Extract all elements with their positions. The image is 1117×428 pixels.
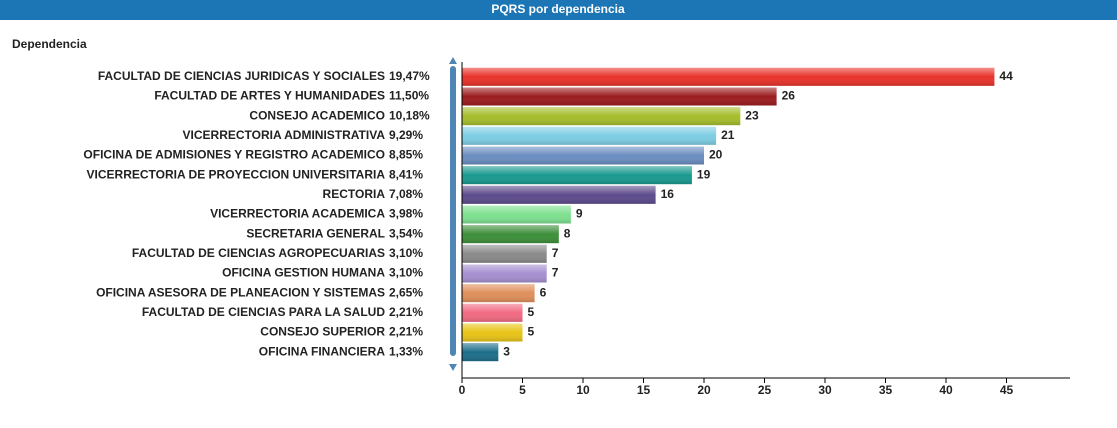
x-tick-label: 0 (459, 383, 466, 397)
percent-label: 7,08% (389, 187, 423, 201)
x-tick-label: 15 (637, 383, 651, 397)
data-label: 21 (721, 128, 735, 142)
bar-shine (462, 166, 692, 185)
category-label: RECTORIA (323, 187, 386, 201)
bar-shine (462, 146, 704, 165)
bar-shine (462, 303, 523, 322)
category-label: OFICINA GESTION HUMANA (222, 266, 385, 280)
x-tick-label: 30 (818, 383, 832, 397)
bar-shine (462, 205, 571, 224)
bar-shine (462, 107, 741, 126)
data-label: 3 (503, 344, 510, 358)
category-label: FACULTAD DE ARTES Y HUMANIDADES (154, 89, 385, 103)
category-label: VICERRECTORIA ADMINISTRATIVA (183, 128, 386, 142)
percent-label: 11,50% (389, 89, 429, 103)
x-tick-label: 35 (879, 383, 893, 397)
x-tick-label: 40 (939, 383, 953, 397)
percent-label: 8,41% (389, 167, 423, 181)
bar-shine (462, 343, 499, 362)
data-label: 44 (999, 69, 1013, 83)
percent-label: 2,21% (389, 325, 423, 339)
category-label: CONSEJO ACADEMICO (249, 108, 385, 122)
bar-shine (462, 126, 717, 145)
data-label: 7 (552, 266, 559, 280)
percent-label: 2,21% (389, 305, 423, 319)
x-tick-label: 5 (519, 383, 526, 397)
bar-shine (462, 244, 547, 263)
percent-label: 8,85% (389, 148, 423, 162)
percent-label: 3,54% (389, 226, 423, 240)
data-label: 19 (697, 167, 711, 181)
category-label: OFICINA ASESORA DE PLANEACION Y SISTEMAS (96, 285, 385, 299)
percent-label: 3,10% (389, 246, 423, 260)
scroll-up[interactable] (449, 57, 457, 64)
bar-shine (462, 87, 777, 106)
data-label: 7 (552, 246, 559, 260)
x-tick-label: 10 (576, 383, 590, 397)
category-label: VICERRECTORIA DE PROYECCION UNIVERSITARI… (87, 167, 386, 181)
chart-title: PQRS por dependencia (491, 2, 625, 16)
percent-label: 3,98% (389, 207, 423, 221)
bar-shine (462, 264, 547, 283)
data-label: 23 (745, 108, 759, 122)
percent-label: 19,47% (389, 69, 430, 83)
category-label: FACULTAD DE CIENCIAS JURIDICAS Y SOCIALE… (98, 69, 385, 83)
scrollbar[interactable] (450, 66, 456, 356)
data-label: 6 (540, 285, 547, 299)
category-label: OFICINA FINANCIERA (259, 344, 386, 358)
bar-shine (462, 284, 535, 303)
category-label: VICERRECTORIA ACADEMICA (210, 207, 385, 221)
percent-label: 3,10% (389, 266, 423, 280)
category-label: SECRETARIA GENERAL (246, 226, 385, 240)
percent-label: 2,65% (389, 285, 423, 299)
data-label: 26 (782, 89, 796, 103)
bar-shine (462, 185, 656, 204)
category-label: FACULTAD DE CIENCIAS PARA LA SALUD (142, 305, 385, 319)
x-tick-label: 25 (758, 383, 772, 397)
category-label: FACULTAD DE CIENCIAS AGROPECUARIAS (132, 246, 385, 260)
scroll-down[interactable] (449, 364, 457, 371)
data-label: 20 (709, 148, 723, 162)
data-label: 16 (661, 187, 675, 201)
header-bar (0, 0, 1117, 20)
percent-label: 9,29% (389, 128, 423, 142)
bar-shine (462, 225, 559, 244)
data-label: 5 (528, 325, 535, 339)
data-label: 8 (564, 226, 571, 240)
y-axis-title: Dependencia (12, 37, 87, 51)
bar-shine (462, 67, 995, 86)
percent-label: 1,33% (389, 344, 423, 358)
percent-label: 10,18% (389, 108, 430, 122)
data-label: 9 (576, 207, 583, 221)
data-label: 5 (528, 305, 535, 319)
x-tick-label: 45 (1000, 383, 1014, 397)
category-label: OFICINA DE ADMISIONES Y REGISTRO ACADEMI… (83, 148, 385, 162)
bar-shine (462, 323, 523, 342)
x-tick-label: 20 (697, 383, 711, 397)
category-label: CONSEJO SUPERIOR (260, 325, 385, 339)
